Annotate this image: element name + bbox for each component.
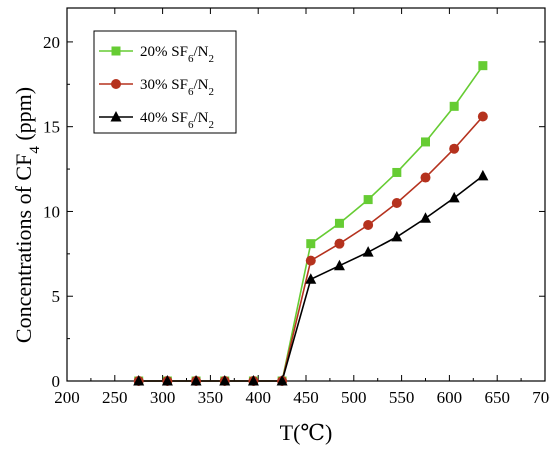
x-tick-label: 450 [293,388,319,407]
data-point-series-3 [276,375,288,386]
data-point-series-3 [133,375,145,386]
x-axis-title: T(℃) [280,420,333,445]
x-tick-label: 200 [54,388,80,407]
y-tick-label: 10 [43,202,60,221]
data-point-series-2 [334,238,345,249]
data-point-series-3 [247,375,259,386]
y-tick-label: 5 [52,287,61,306]
y-tick-label: 0 [52,372,61,391]
data-point-series-3 [448,191,460,203]
data-point-series-1 [334,218,344,228]
data-point-series-1 [421,137,430,147]
x-tick-label: 700 [532,388,550,407]
x-tick-label: 350 [198,388,224,407]
legend-label-2: 30% SF6/N2 [140,77,214,98]
x-tick-label: 650 [484,388,510,407]
data-point-series-3 [305,273,317,284]
data-point-series-2 [420,172,431,183]
x-tick-label: 550 [389,388,415,407]
data-point-series-3 [219,375,231,386]
data-point-series-3 [362,246,374,257]
x-tick-label: 300 [150,388,176,407]
x-tick-label: 400 [245,388,271,407]
series-line-2 [138,115,484,382]
x-tick-label: 600 [437,388,463,407]
y-tick-label: 15 [43,118,60,137]
legend-marker-3 [110,111,122,122]
data-point-series-2 [391,197,402,208]
data-point-series-1 [449,101,459,111]
data-point-series-3 [420,212,431,223]
y-axis-title-subscript: 4 [27,146,43,154]
data-point-series-1 [478,61,488,71]
legend-marker-2 [111,79,121,89]
x-tick-label: 250 [102,388,128,407]
x-tick-label: 500 [341,388,367,407]
data-point-series-3 [477,169,489,181]
y-axis-title: Concentrations of CF4 (ppm) [11,87,43,343]
legend-marker-1 [111,46,121,56]
legend-label-1: 20% SF6/N2 [140,44,214,65]
y-axis-title-main: Concentrations of CF [11,154,36,343]
data-point-series-1 [363,195,373,205]
data-point-series-3 [333,259,345,271]
y-axis-title-unit: (ppm) [11,87,36,146]
data-point-series-3 [190,375,202,386]
data-point-series-3 [391,230,403,242]
data-point-series-2 [363,220,374,231]
y-tick-label: 20 [43,33,60,52]
data-point-series-1 [392,167,402,177]
legend-label-3: 40% SF6/N2 [140,110,214,131]
data-point-series-3 [161,375,173,386]
data-point-series-2 [305,255,316,266]
data-point-series-2 [477,111,488,122]
data-point-series-1 [306,239,316,249]
data-point-series-2 [449,143,460,154]
